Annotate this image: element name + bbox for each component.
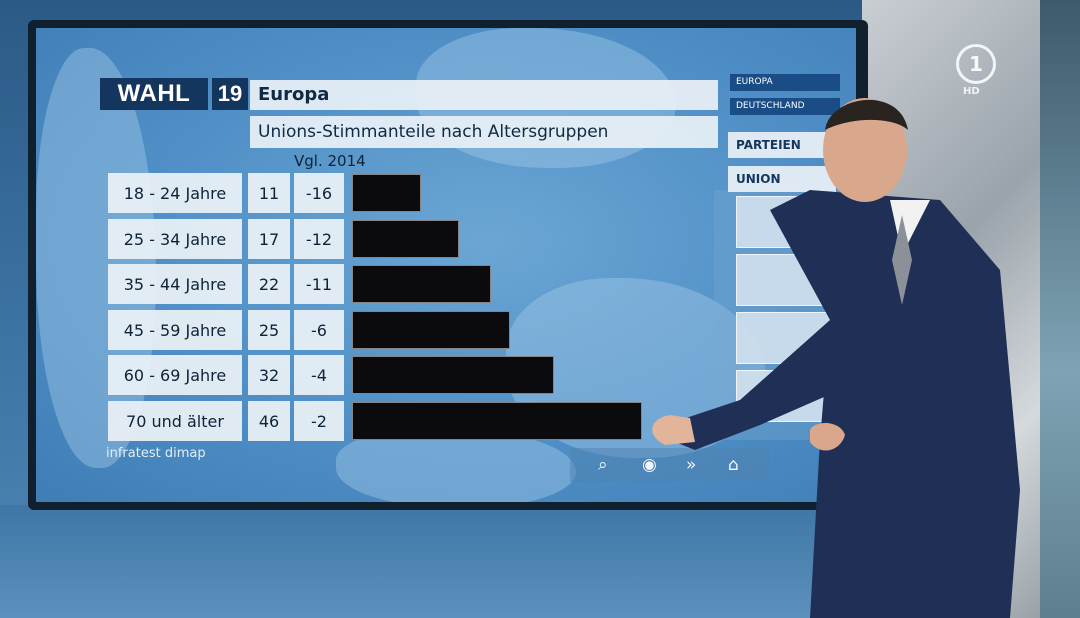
hd-badge: HD <box>963 86 980 97</box>
value-label: 46 <box>248 401 290 441</box>
value-label: 11 <box>248 173 290 213</box>
value-label: 22 <box>248 264 290 304</box>
category-label: 70 und älter <box>108 401 242 441</box>
change-label: -11 <box>294 264 344 304</box>
bar <box>352 356 554 394</box>
category-label: 25 - 34 Jahre <box>108 219 242 259</box>
bar <box>352 220 459 258</box>
source-label: infratest dimap <box>106 446 206 461</box>
chart-title: Europa <box>250 80 718 110</box>
menu-item-europa[interactable]: EUROPA <box>730 74 840 91</box>
change-label: -2 <box>294 401 344 441</box>
category-label: 45 - 59 Jahre <box>108 310 242 350</box>
change-label: -16 <box>294 173 344 213</box>
value-label: 17 <box>248 219 290 259</box>
value-label: 32 <box>248 355 290 395</box>
broadcaster-logo-icon: 1 <box>956 44 996 84</box>
compare-header: Vgl. 2014 <box>294 152 366 170</box>
presenter <box>652 98 1020 618</box>
chart-subtitle: Unions-Stimmanteile nach Altersgruppen <box>250 116 718 148</box>
menu-item-parteien[interactable]: PARTEIEN <box>728 132 836 158</box>
home-icon[interactable]: ⌂ <box>728 455 739 475</box>
bar <box>352 174 421 212</box>
bar <box>352 265 491 303</box>
target-icon[interactable]: ◉ <box>642 455 657 475</box>
category-label: 18 - 24 Jahre <box>108 173 242 213</box>
bar <box>352 311 510 349</box>
forward-icon[interactable]: » <box>686 455 697 475</box>
bar <box>352 402 642 440</box>
change-label: -6 <box>294 310 344 350</box>
wahl-logo: WAHL <box>100 78 208 110</box>
search-icon[interactable]: ⌕ <box>598 455 608 475</box>
category-label: 35 - 44 Jahre <box>108 264 242 304</box>
menu-item-union[interactable]: UNION <box>728 166 836 192</box>
change-label: -4 <box>294 355 344 395</box>
map-land <box>336 428 576 502</box>
change-label: -12 <box>294 219 344 259</box>
wahl-logo-year: 19 <box>212 78 248 110</box>
category-label: 60 - 69 Jahre <box>108 355 242 395</box>
menu-item-deutschland[interactable]: DEUTSCHLAND <box>730 98 840 115</box>
value-label: 25 <box>248 310 290 350</box>
nav-bar <box>570 448 770 482</box>
studio-wall-edge <box>1040 0 1080 618</box>
